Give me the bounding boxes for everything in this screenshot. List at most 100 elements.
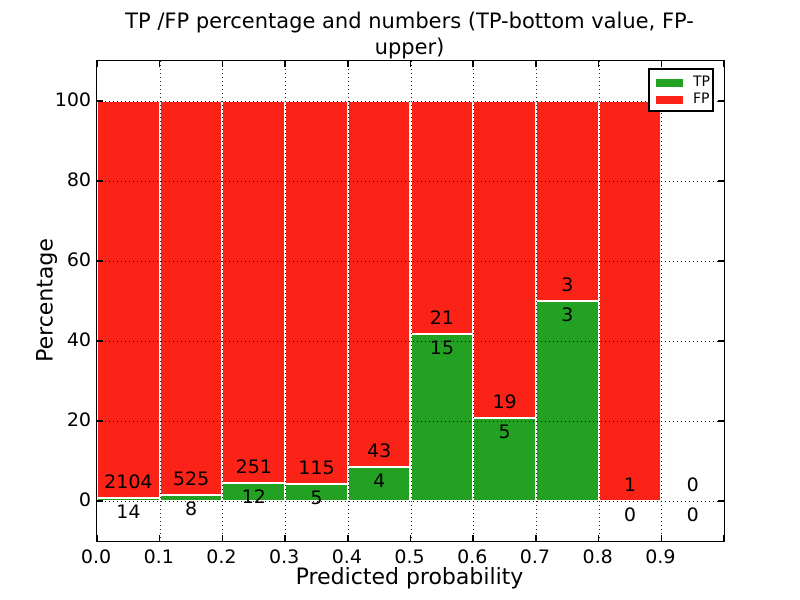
legend-item-tp: TP: [656, 74, 710, 91]
fp-bar-segment: [97, 101, 160, 499]
tp-count-label: 15: [429, 337, 454, 360]
tp-bar-segment: [535, 301, 599, 501]
tp-bar-segment: [347, 466, 411, 501]
y-tick-mark-right: [718, 180, 724, 182]
x-gridline: [410, 61, 412, 541]
x-tick-label: 0.0: [80, 546, 112, 568]
x-tick-mark-bottom: [347, 535, 349, 541]
y-tick-mark-left: [97, 180, 103, 182]
tp-bar-segment: [97, 498, 160, 501]
fp-count-label: 19: [492, 390, 517, 413]
x-tick-label: 0.3: [268, 546, 300, 568]
fp-bar-segment: [535, 101, 599, 301]
x-tick-mark-bottom: [284, 535, 286, 541]
x-tick-mark-bottom: [660, 535, 663, 541]
x-tick-label: 0.8: [582, 546, 613, 568]
y-tick-mark-right: [718, 100, 724, 102]
x-tick-label: 0.4: [331, 546, 362, 568]
x-tick-label: 0.7: [519, 546, 550, 568]
y-tick-mark-left: [97, 260, 103, 262]
x-gridline: [222, 61, 224, 541]
x-tick-mark-top: [660, 61, 663, 67]
x-tick-label: 0.5: [394, 546, 425, 568]
x-tick-label: 0.9: [645, 546, 676, 568]
x-tick-mark-top: [409, 61, 412, 67]
x-tick-mark-top: [597, 61, 600, 67]
fp-count-label: 115: [298, 457, 335, 480]
plot-area: TP FP 2104 14 525 8 251 12 115 5 43 4 21 15 19 5 3 3 1 0 0 0: [96, 60, 725, 542]
x-gridline: [347, 61, 349, 541]
tp-count-label: 0: [623, 504, 636, 526]
x-tick-mark-top: [472, 61, 474, 67]
legend-label-fp: FP: [693, 91, 710, 107]
x-gridline: [159, 61, 161, 541]
tp-count-label: 8: [185, 498, 198, 520]
x-tick-mark-top: [284, 61, 286, 67]
fp-count-label: 0: [686, 474, 699, 496]
tp-count-label: 5: [310, 487, 323, 510]
x-gridline: [661, 61, 663, 541]
fp-bar-segment: [347, 101, 411, 467]
y-tick-mark-left: [97, 420, 103, 422]
y-tick-mark-right: [718, 340, 724, 342]
legend-swatch-fp: [656, 95, 683, 104]
fp-bar-segment: [222, 101, 286, 483]
x-gridline: [535, 61, 537, 541]
fp-count-label: 2104: [104, 471, 153, 494]
x-tick-mark-top: [158, 61, 161, 67]
y-tick-mark-right: [718, 420, 724, 422]
fp-count-label: 3: [561, 274, 574, 296]
tp-count-label: 14: [116, 501, 141, 524]
x-tick-mark-top: [723, 61, 725, 67]
y-tick-label: 40: [66, 329, 91, 351]
y-tick-label: 0: [78, 489, 91, 511]
tp-count-label: 3: [561, 304, 574, 326]
x-tick-mark-top: [347, 61, 349, 67]
x-tick-mark-bottom: [723, 535, 725, 541]
x-tick-mark-bottom: [597, 535, 600, 541]
y-tick-mark-left: [97, 500, 103, 502]
fp-bar-segment: [598, 101, 662, 501]
fp-bar-segment: [410, 101, 474, 335]
tp-count-label: 4: [373, 469, 386, 492]
tp-count-label: 0: [686, 504, 699, 526]
fp-count-label: 21: [429, 307, 454, 330]
x-tick-label: 0.2: [206, 546, 237, 568]
y-tick-label: 80: [66, 169, 91, 191]
legend-item-fp: FP: [656, 91, 710, 108]
legend: TP FP: [648, 68, 714, 112]
x-tick-mark-bottom: [472, 535, 474, 541]
x-gridline: [285, 61, 287, 541]
y-tick-mark-right: [718, 260, 724, 262]
x-tick-mark-top: [535, 61, 537, 67]
y-tick-label: 100: [54, 89, 91, 111]
x-tick-mark-bottom: [158, 535, 161, 541]
fp-count-label: 43: [367, 439, 392, 462]
chart-title-line1: TP /FP percentage and numbers (TP-bottom…: [125, 9, 694, 59]
x-tick-mark-bottom: [96, 535, 98, 541]
tp-count-label: 5: [498, 420, 511, 443]
x-tick-mark-bottom: [221, 535, 224, 541]
fp-bar-segment: [473, 101, 536, 418]
x-gridline: [598, 61, 600, 541]
x-tick-label: 0.6: [457, 546, 488, 568]
fp-count-label: 251: [235, 455, 272, 478]
x-tick-mark-bottom: [409, 535, 412, 541]
fp-bar-segment: [285, 101, 348, 485]
x-tick-mark-top: [221, 61, 224, 67]
fp-count-label: 1: [623, 474, 636, 496]
legend-label-tp: TP: [693, 74, 710, 90]
y-tick-mark-left: [97, 340, 103, 342]
x-tick-mark-top: [96, 61, 98, 67]
x-tick-label: 0.1: [143, 546, 174, 568]
x-gridline: [473, 61, 475, 541]
y-tick-mark-right: [718, 500, 724, 502]
legend-swatch-tp: [656, 78, 683, 87]
tp-count-label: 12: [241, 485, 266, 508]
x-axis-label: Predicted probability: [295, 565, 524, 590]
fp-count-label: 525: [172, 468, 210, 490]
x-tick-mark-bottom: [535, 535, 537, 541]
y-tick-mark-left: [97, 100, 103, 102]
y-tick-label: 60: [66, 249, 91, 271]
